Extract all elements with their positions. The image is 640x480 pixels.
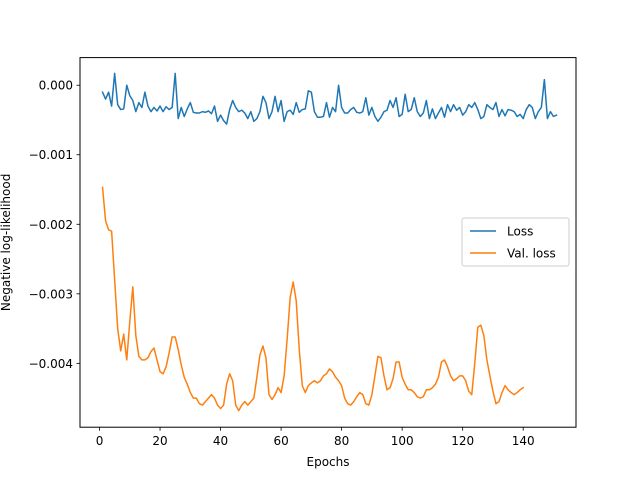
x-tick-label: 20 xyxy=(152,434,167,448)
series-line-val-loss xyxy=(101,186,525,412)
x-tick-label: 80 xyxy=(334,434,349,448)
series-layer xyxy=(101,72,558,412)
plot-frame xyxy=(79,57,577,428)
x-tick-label: 100 xyxy=(391,434,414,448)
x-tick-label: 0 xyxy=(96,434,104,448)
x-tick-label: 60 xyxy=(273,434,288,448)
y-axis-title: Negative log-likelihood xyxy=(0,174,13,311)
x-axis-title: Epochs xyxy=(307,455,350,469)
y-axis: 0.000 −0.001 −0.002 −0.003 −0.004 xyxy=(29,79,80,371)
y-tick-label: −0.002 xyxy=(29,218,73,232)
legend-box xyxy=(461,217,570,267)
x-tick-label: 140 xyxy=(512,434,535,448)
y-tick-label: −0.001 xyxy=(29,148,73,162)
y-tick-label: −0.003 xyxy=(29,287,73,301)
x-tick-label: 120 xyxy=(451,434,474,448)
x-axis: 0 20 40 60 80 100 120 140 xyxy=(96,427,535,448)
legend-label: Val. loss xyxy=(507,247,556,261)
y-tick-label: −0.004 xyxy=(29,357,73,371)
legend: Loss Val. loss xyxy=(461,217,570,267)
x-tick-label: 40 xyxy=(213,434,228,448)
legend-label: Loss xyxy=(507,225,533,239)
series-line-loss xyxy=(101,72,558,125)
y-tick-label: 0.000 xyxy=(39,79,73,93)
